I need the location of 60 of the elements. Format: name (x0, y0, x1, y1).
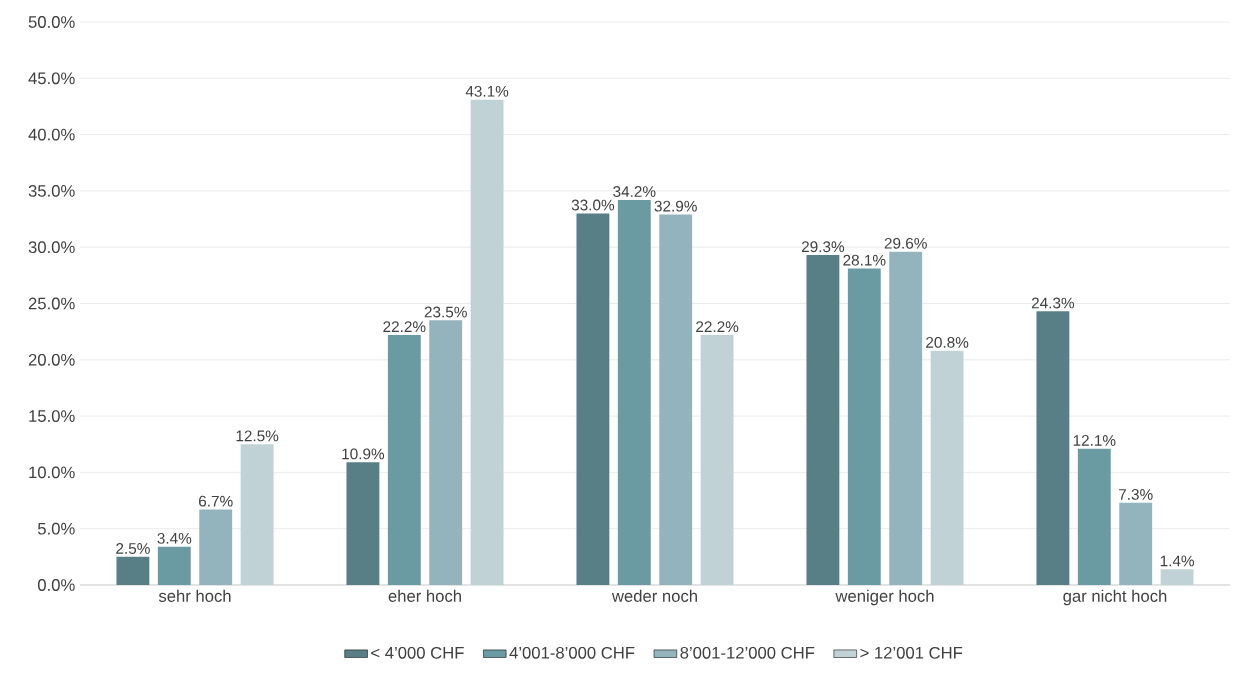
data-label: 6.7% (199, 495, 233, 507)
x-tick-label: weder noch (611, 589, 697, 602)
bar (240, 444, 274, 585)
bar (1036, 311, 1070, 585)
data-label: 29.6% (884, 237, 927, 249)
data-label: 7.3% (1119, 489, 1153, 500)
x-tick-label: sehr hoch (158, 589, 231, 602)
legend-label: 8’001-12’000 CHF (680, 646, 815, 659)
x-tick-label: gar nicht hoch (1063, 589, 1167, 606)
data-label: 33.0% (571, 199, 615, 211)
y-tick-label: 40.0% (28, 128, 75, 141)
bar (157, 546, 191, 585)
bar (806, 255, 840, 585)
bar (847, 268, 881, 585)
bar (700, 335, 734, 585)
data-label: 20.8% (926, 336, 969, 348)
y-tick-label: 30.0% (28, 241, 75, 254)
bar (116, 556, 150, 585)
bar (199, 509, 233, 585)
y-tick-label: 5.0% (37, 522, 75, 535)
bar (470, 99, 504, 585)
data-label: 43.1% (465, 85, 509, 97)
legend-label: 4’001-8’000 CHF (509, 646, 635, 659)
legend-label: < 4’000 CHF (371, 646, 464, 659)
y-tick-label: 25.0% (28, 297, 75, 310)
y-tick-label: 50.0% (28, 16, 75, 28)
y-tick-label: 0.0% (37, 579, 75, 591)
bar (1160, 569, 1194, 585)
bar (387, 335, 421, 585)
bar (429, 320, 463, 585)
y-tick-label: 15.0% (29, 410, 75, 422)
x-tick-label: eher hoch (388, 589, 461, 602)
data-label: 10.9% (342, 448, 385, 460)
bar (930, 350, 964, 585)
bar (1119, 502, 1153, 585)
bar (576, 213, 610, 585)
x-tick-label: weniger hoch (835, 589, 934, 606)
y-tick-label: 45.0% (28, 72, 75, 85)
data-label: 1.4% (1160, 555, 1195, 567)
legend-label: > 12’001 CHF (860, 646, 963, 659)
bar (659, 214, 693, 585)
y-tick-label: 10.0% (29, 466, 75, 479)
data-label: 12.1% (1073, 435, 1116, 446)
bar (617, 199, 651, 585)
data-label: 29.3% (801, 241, 845, 253)
data-label: 3.4% (157, 532, 192, 544)
data-label: 22.2% (696, 321, 739, 333)
bar (1077, 448, 1111, 585)
data-label: 28.1% (843, 254, 886, 266)
data-label: 32.9% (654, 200, 697, 212)
bar (346, 462, 380, 585)
data-label: 24.3% (1031, 297, 1075, 309)
y-tick-label: 20.0% (28, 353, 75, 366)
data-label: 22.2% (383, 321, 426, 333)
data-label: 12.5% (236, 430, 279, 442)
data-label: 23.5% (424, 306, 467, 318)
y-tick-label: 35.0% (28, 185, 75, 197)
data-label: 34.2% (613, 186, 656, 197)
bar (889, 251, 923, 585)
data-label: 2.5% (116, 543, 150, 554)
